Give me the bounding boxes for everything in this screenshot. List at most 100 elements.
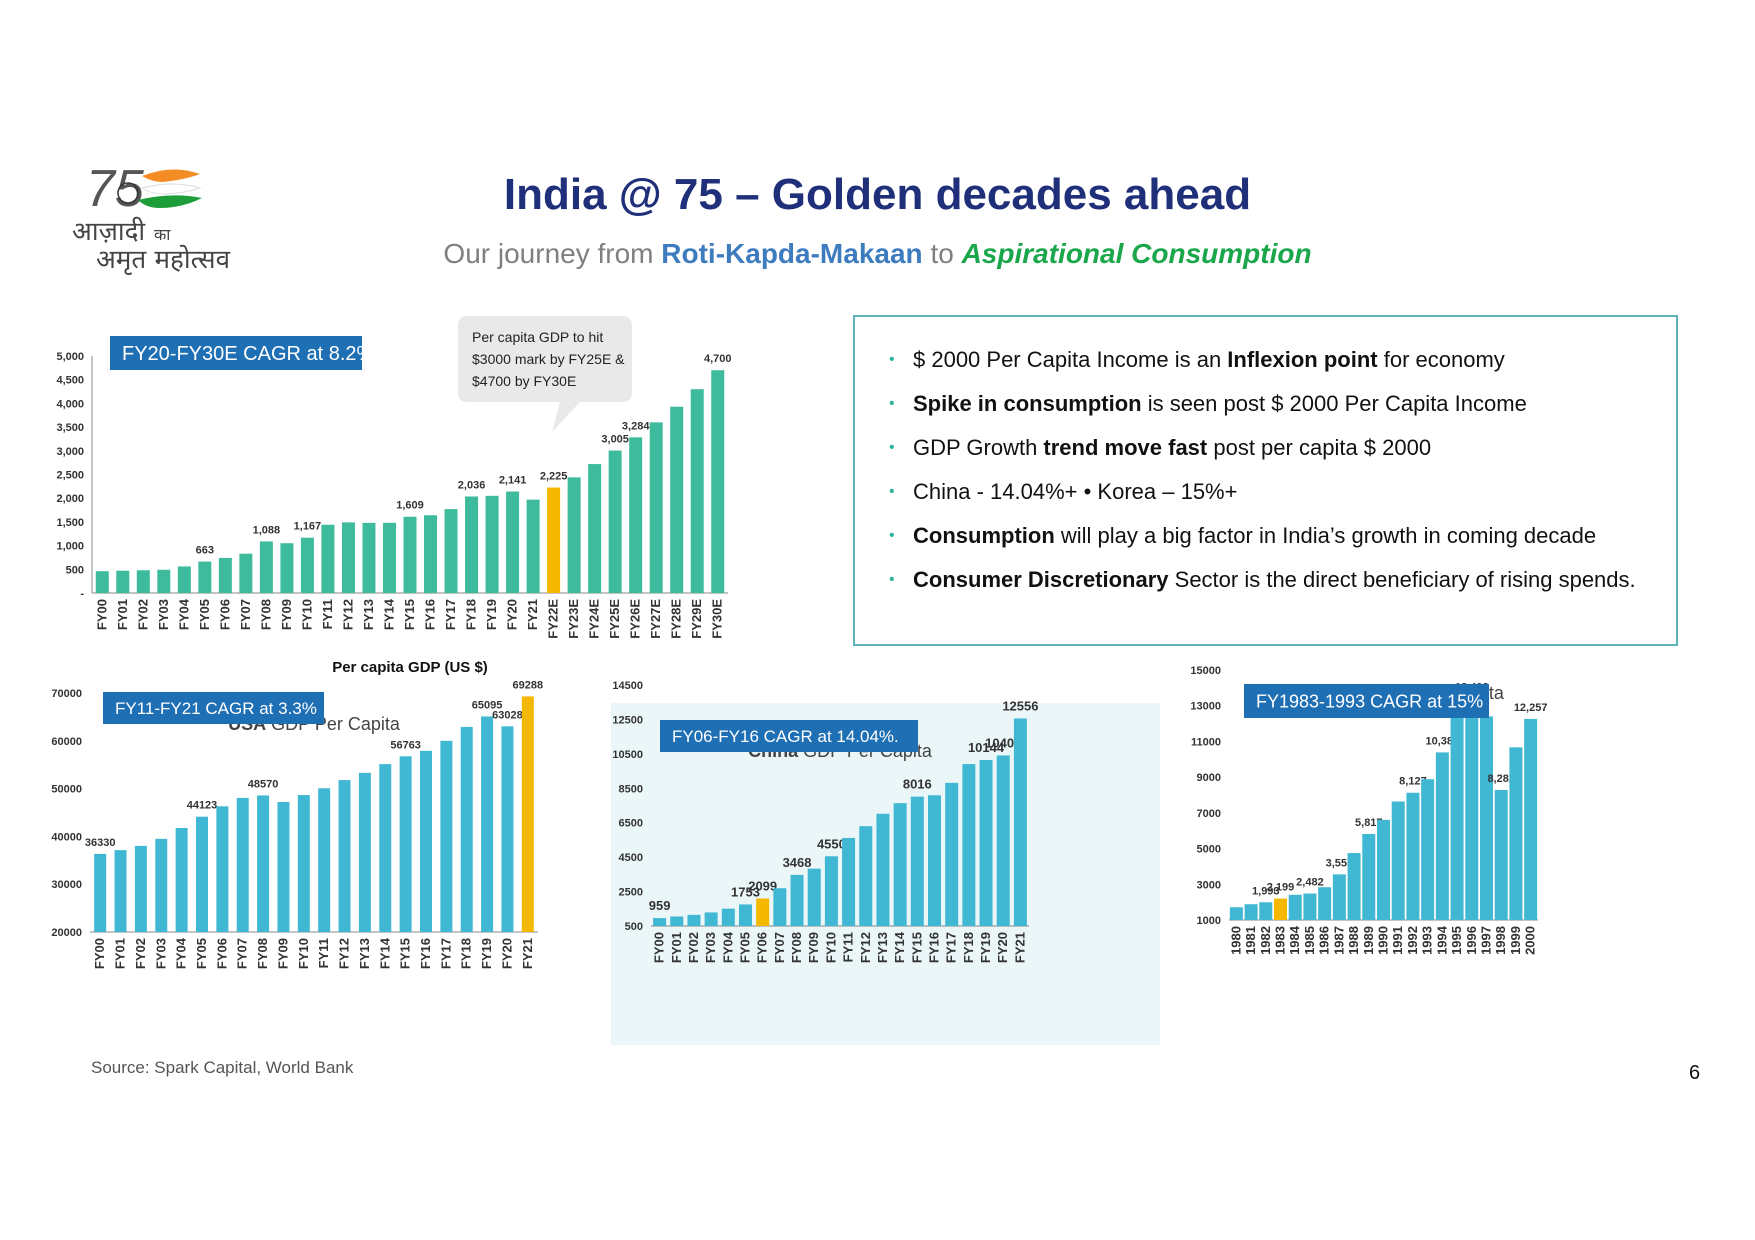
key-point-text: Consumption — [913, 523, 1055, 548]
speech-bubble — [458, 316, 632, 432]
page-subtitle: Our journey from Roti-Kapda-Makaan to As… — [0, 238, 1755, 270]
bar — [893, 803, 907, 926]
bar — [114, 850, 127, 932]
y-tick-label: 1,000 — [56, 541, 84, 553]
y-tick-label: 30000 — [51, 879, 82, 891]
bar — [277, 802, 290, 932]
key-point-item: • GDP Growth trend move fast post per cap… — [889, 435, 1676, 479]
bar — [341, 522, 355, 593]
bar — [859, 826, 873, 926]
x-tick-label: FY23E — [566, 599, 581, 639]
x-tick-label: FY17 — [944, 932, 959, 963]
india-gdp-chart: - 500 1,000 1,500 2,000 2,500 3,000 3,500 4,000 4… — [56, 316, 732, 676]
bar — [501, 726, 514, 932]
x-tick-label: FY05 — [197, 599, 212, 630]
x-tick-label: FY13 — [875, 932, 890, 963]
bar — [506, 491, 520, 593]
data-label: 12,257 — [1514, 702, 1548, 714]
x-tick-label: FY17 — [443, 599, 458, 630]
x-tick-label: FY15 — [402, 599, 417, 630]
x-tick-label: FY05 — [738, 932, 753, 963]
x-tick-label: FY24E — [587, 599, 602, 639]
key-point-item: • $ 2000 Per Capita Income is an Inflexio… — [889, 347, 1676, 391]
bar — [756, 898, 770, 926]
data-label: 1,993 — [1252, 885, 1280, 897]
bar — [362, 522, 376, 593]
bar — [297, 795, 310, 932]
y-tick-label: 11000 — [1191, 736, 1221, 748]
x-tick-label: FY18 — [464, 599, 479, 630]
bar — [1435, 752, 1449, 920]
x-tick-label: FY16 — [418, 938, 433, 969]
data-label: 1753 — [731, 884, 760, 899]
key-point-text: Spike in consumption — [913, 391, 1142, 416]
bar — [481, 716, 494, 932]
data-label: 1,088 — [253, 524, 281, 536]
key-point-text: China - 14.04%+ • Korea – 15%+ — [913, 479, 1238, 504]
data-label: 2099 — [748, 878, 777, 893]
data-label: 69288 — [513, 679, 544, 691]
y-tick-label: 3,500 — [56, 422, 84, 434]
x-tick-label: FY01 — [669, 932, 684, 963]
x-tick-label: FY00 — [94, 599, 109, 630]
bar — [739, 904, 752, 926]
x-tick-label: FY04 — [174, 937, 189, 969]
y-tick-label: 13000 — [1190, 701, 1221, 713]
y-tick-label: 3,000 — [56, 446, 84, 458]
usa-gdp-chart: USA GDP Per Capita2000030000400005000060… — [51, 679, 543, 969]
x-tick-label: 1992 — [1405, 926, 1420, 955]
bar — [157, 569, 171, 593]
data-label: 2,141 — [499, 475, 527, 487]
x-tick-label: 1987 — [1331, 926, 1346, 955]
y-tick-label: 50000 — [51, 784, 82, 796]
bar — [280, 543, 294, 593]
cagr-callout — [110, 336, 362, 370]
cagr-callout-text: FY20-FY30E CAGR at 8.2% — [122, 343, 375, 365]
bar — [94, 853, 107, 932]
y-tick-label: 20000 — [51, 927, 82, 939]
bar — [358, 772, 371, 932]
bar — [259, 541, 273, 593]
bar — [177, 566, 191, 593]
bar — [876, 813, 890, 926]
x-tick-label: FY19 — [484, 599, 499, 630]
bar — [670, 406, 684, 593]
data-label: 56763 — [390, 739, 421, 751]
bar — [403, 516, 417, 593]
x-axis-title: Per capita GDP (US $) — [332, 659, 488, 676]
bar — [444, 509, 458, 593]
bar — [1259, 902, 1273, 920]
source-note: Source: Spark Capital, World Bank — [91, 1058, 354, 1077]
bar — [198, 561, 212, 593]
bar — [1524, 718, 1538, 920]
x-tick-label: FY21 — [525, 599, 540, 630]
y-tick-label: 70000 — [51, 688, 82, 700]
x-tick-label: 1991 — [1390, 926, 1405, 955]
bar — [824, 856, 838, 926]
data-label: 1,167 — [294, 521, 322, 533]
data-label: 44123 — [187, 800, 218, 812]
bar — [300, 537, 314, 593]
x-tick-label: FY06 — [217, 599, 232, 630]
x-tick-label: FY07 — [238, 599, 253, 630]
x-tick-label: FY01 — [115, 599, 130, 630]
y-tick-label: 40000 — [51, 831, 82, 843]
y-tick-label: 10500 — [612, 749, 643, 761]
speech-bubble-text: $3000 mark by FY25E & — [472, 351, 625, 367]
data-label: 48570 — [248, 778, 279, 790]
y-tick-label: 3000 — [1197, 879, 1221, 891]
data-label: 2,036 — [458, 479, 486, 491]
key-point-item: • Spike in consumption is seen post $ 200… — [889, 391, 1676, 435]
bar — [1377, 819, 1390, 920]
bar — [321, 524, 335, 593]
x-tick-label: 1981 — [1243, 926, 1258, 955]
y-tick-label: 1,500 — [56, 517, 84, 529]
x-tick-label: FY15 — [909, 932, 924, 963]
key-point-text: post per capita $ 2000 — [1207, 435, 1432, 460]
x-tick-label: 1984 — [1287, 925, 1302, 955]
speech-bubble-text: $4700 by FY30E — [472, 373, 576, 389]
bar — [567, 477, 581, 593]
cagr-callout — [103, 692, 324, 724]
bar — [996, 755, 1010, 926]
subtitle-prefix: Our journey from — [443, 238, 654, 269]
